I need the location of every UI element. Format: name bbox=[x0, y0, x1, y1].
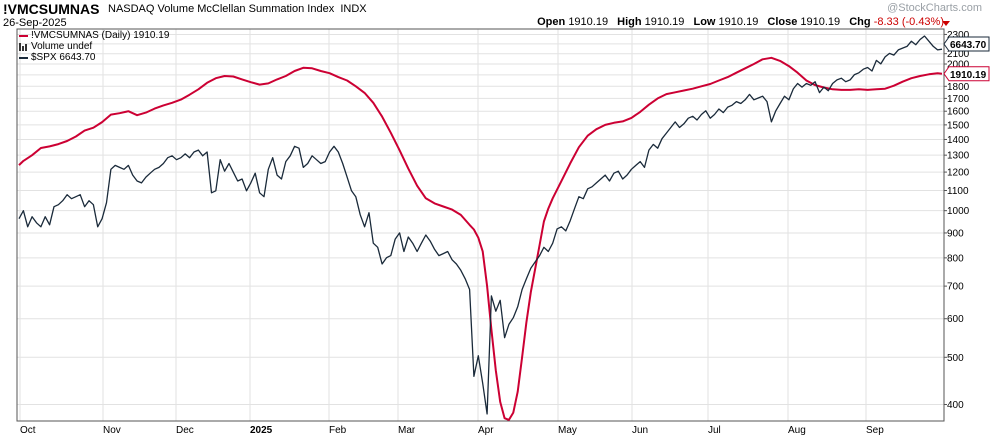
x-tick-label: Oct bbox=[20, 425, 36, 436]
x-tick-label: Feb bbox=[329, 425, 347, 436]
date-label: 26-Sep-2025 bbox=[3, 17, 67, 29]
close-value: 1910.19 bbox=[800, 16, 841, 28]
svg-text:6643.70: 6643.70 bbox=[950, 40, 987, 51]
symbol-title: !VMCSUMNAS bbox=[3, 1, 100, 17]
low-value: 1910.19 bbox=[718, 16, 759, 28]
close-label: Close bbox=[767, 16, 798, 28]
series-line-vmcsumnas bbox=[18, 56, 943, 421]
x-tick-label: Dec bbox=[176, 425, 194, 436]
watermark: @StockCharts.com bbox=[887, 2, 982, 14]
x-tick-label: Mar bbox=[398, 425, 416, 436]
y-tick-label: 1700 bbox=[947, 94, 970, 105]
y-tick-label: 2100 bbox=[947, 49, 970, 60]
x-tick-label: Sep bbox=[866, 425, 884, 436]
y-tick-label: 2300 bbox=[947, 30, 970, 41]
last-value-tag-spx: 6643.70 bbox=[943, 36, 990, 52]
last-value-tag-vmcsumnas: 1910.19 bbox=[943, 66, 990, 82]
open-value: 1910.19 bbox=[568, 16, 609, 28]
y-tick-label: 2000 bbox=[947, 60, 970, 71]
chg-value: -8.33 (-0.43%) bbox=[873, 16, 944, 28]
y-tick-label: 1000 bbox=[947, 206, 970, 217]
y-tick-label: 1300 bbox=[947, 151, 970, 162]
x-tick-label: May bbox=[558, 425, 577, 436]
description-text: NASDAQ Volume McClellan Summation Index … bbox=[108, 3, 367, 15]
legend-label-primary: !VMCSUMNAS (Daily) 1910.19 bbox=[31, 30, 170, 41]
open-label: Open bbox=[537, 16, 566, 28]
description-label: NASDAQ Volume McClellan Summation Index bbox=[108, 3, 335, 15]
x-tick-label: 2025 bbox=[250, 425, 273, 436]
x-tick-label: Apr bbox=[478, 425, 494, 436]
y-tick-label: 1600 bbox=[947, 107, 970, 118]
legend: !VMCSUMNAS (Daily) 1910.19 Volume undef … bbox=[19, 30, 169, 63]
legend-swatch-overlay bbox=[19, 56, 28, 59]
chg-label: Chg bbox=[849, 16, 871, 28]
legend-item-primary: !VMCSUMNAS (Daily) 1910.19 bbox=[19, 30, 169, 41]
y-tick-label: 500 bbox=[947, 353, 964, 364]
y-tick-label: 1200 bbox=[947, 168, 970, 179]
y-tick-label: 1800 bbox=[947, 82, 970, 93]
high-value: 1910.19 bbox=[644, 16, 685, 28]
series-line-spx bbox=[18, 35, 943, 415]
y-tick-label: 1500 bbox=[947, 120, 970, 131]
y-tick-label: 400 bbox=[947, 400, 964, 411]
y-tick-label: 700 bbox=[947, 282, 964, 293]
x-tick-label: Jul bbox=[708, 425, 721, 436]
high-label: High bbox=[617, 16, 642, 28]
down-arrow-icon bbox=[942, 21, 950, 26]
legend-label-overlay: $SPX 6643.70 bbox=[31, 52, 96, 63]
x-tick-label: Jun bbox=[632, 425, 648, 436]
volume-bars-icon bbox=[19, 42, 28, 51]
legend-item-volume: Volume undef bbox=[19, 41, 169, 52]
plot-frame bbox=[16, 28, 945, 422]
y-tick-label: 800 bbox=[947, 253, 964, 264]
x-tick-label: Nov bbox=[103, 425, 121, 436]
legend-item-overlay: $SPX 6643.70 bbox=[19, 52, 169, 63]
svg-text:1910.19: 1910.19 bbox=[950, 70, 987, 81]
y-tick-label: 1100 bbox=[947, 186, 969, 197]
low-label: Low bbox=[693, 16, 716, 28]
exchange-label: INDX bbox=[340, 3, 367, 15]
y-tick-label: 1400 bbox=[947, 135, 970, 146]
legend-label-volume: Volume undef bbox=[31, 41, 93, 52]
y-tick-label: 900 bbox=[947, 228, 964, 239]
x-tick-label: Aug bbox=[788, 425, 806, 436]
y-tick-label: 600 bbox=[947, 314, 964, 325]
ohlc-readout: Open 1910.19 High 1910.19 Low 1910.19 Cl… bbox=[537, 16, 944, 28]
legend-swatch-primary bbox=[19, 34, 28, 37]
